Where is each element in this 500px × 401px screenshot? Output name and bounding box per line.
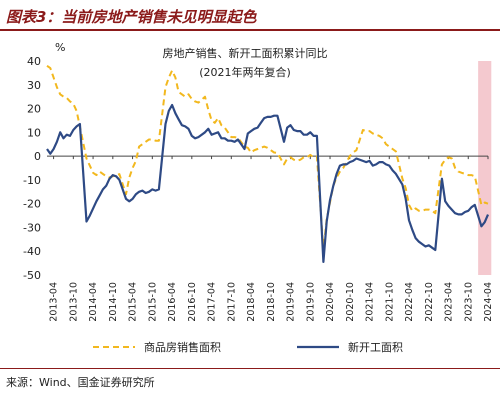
- series-line-new-starts-area: [46, 103, 490, 263]
- line-chart: 40 30 20 10 0 -10 -20 -30 -40 -50 2013-04 2013-10 20…: [23, 41, 494, 354]
- footer-divider: [0, 368, 500, 369]
- y-tick-label: 40: [27, 55, 41, 68]
- x-tick-label: 2018-10: [266, 282, 277, 322]
- x-tick-label: 2019-10: [305, 282, 316, 322]
- x-tick-label: 2014-10: [108, 282, 119, 322]
- title-divider: [0, 29, 500, 31]
- legend-label-new-starts: 新开工面积: [348, 340, 403, 354]
- x-tick-label: 2023-10: [463, 282, 474, 322]
- y-tick-label: -40: [23, 245, 41, 258]
- y-tick-label: -10: [23, 174, 41, 187]
- y-tick-label: 0: [34, 150, 41, 163]
- x-tick-label: 2016-04: [167, 282, 178, 322]
- y-axis-unit: %: [55, 41, 65, 54]
- source-note: 来源：Wind、国金证券研究所: [6, 376, 155, 389]
- x-tick-label: 2017-04: [207, 282, 218, 322]
- series-line-sales-area: [46, 64, 489, 251]
- x-tick-label: 2019-04: [286, 282, 297, 322]
- y-tick-label: -50: [23, 269, 41, 282]
- series-layer: [46, 64, 490, 263]
- x-tick-label: 2015-10: [147, 282, 158, 322]
- x-tick-label: 2021-04: [365, 282, 376, 322]
- y-tick-label: 30: [27, 79, 41, 92]
- x-tick-label: 2022-10: [424, 282, 435, 322]
- y-tick-label: -30: [23, 221, 41, 234]
- x-tick-label: 2016-10: [187, 282, 198, 322]
- x-tick-label: 2014-04: [88, 282, 99, 322]
- x-tick-label: 2024-04: [483, 282, 494, 322]
- x-tick-label: 2013-10: [68, 282, 79, 322]
- highlight-band-layer: [478, 61, 492, 275]
- x-tick-label: 2023-04: [444, 282, 455, 322]
- chart-title: 房地产销售、新开工面积累计同比: [163, 46, 328, 60]
- chart-subtitle: (2021年两年复合): [199, 65, 291, 79]
- x-tick-label: 2021-10: [384, 282, 395, 322]
- x-tick-label: 2022-04: [404, 282, 415, 322]
- x-tick-label: 2013-04: [49, 282, 60, 322]
- y-tick-label: -20: [23, 198, 41, 211]
- y-tick-label: 10: [27, 126, 41, 139]
- legend: 商品房销售面积 新开工面积: [93, 340, 403, 354]
- y-tick-label: 20: [27, 103, 41, 116]
- axis-layer: 40 30 20 10 0 -10 -20 -30 -40 -50 2013-04 2013-10 20…: [23, 55, 494, 322]
- x-tick-label: 2017-10: [226, 282, 237, 322]
- highlight-band: [478, 61, 492, 275]
- legend-label-sales: 商品房销售面积: [144, 340, 221, 354]
- x-tick-label: 2018-04: [246, 282, 257, 322]
- figure-title: 图表3：当前房地产销售未见明显起色: [6, 8, 257, 26]
- x-tick-label: 2015-04: [128, 282, 139, 322]
- x-tick-label: 2020-10: [345, 282, 356, 322]
- x-tick-label: 2020-04: [325, 282, 336, 322]
